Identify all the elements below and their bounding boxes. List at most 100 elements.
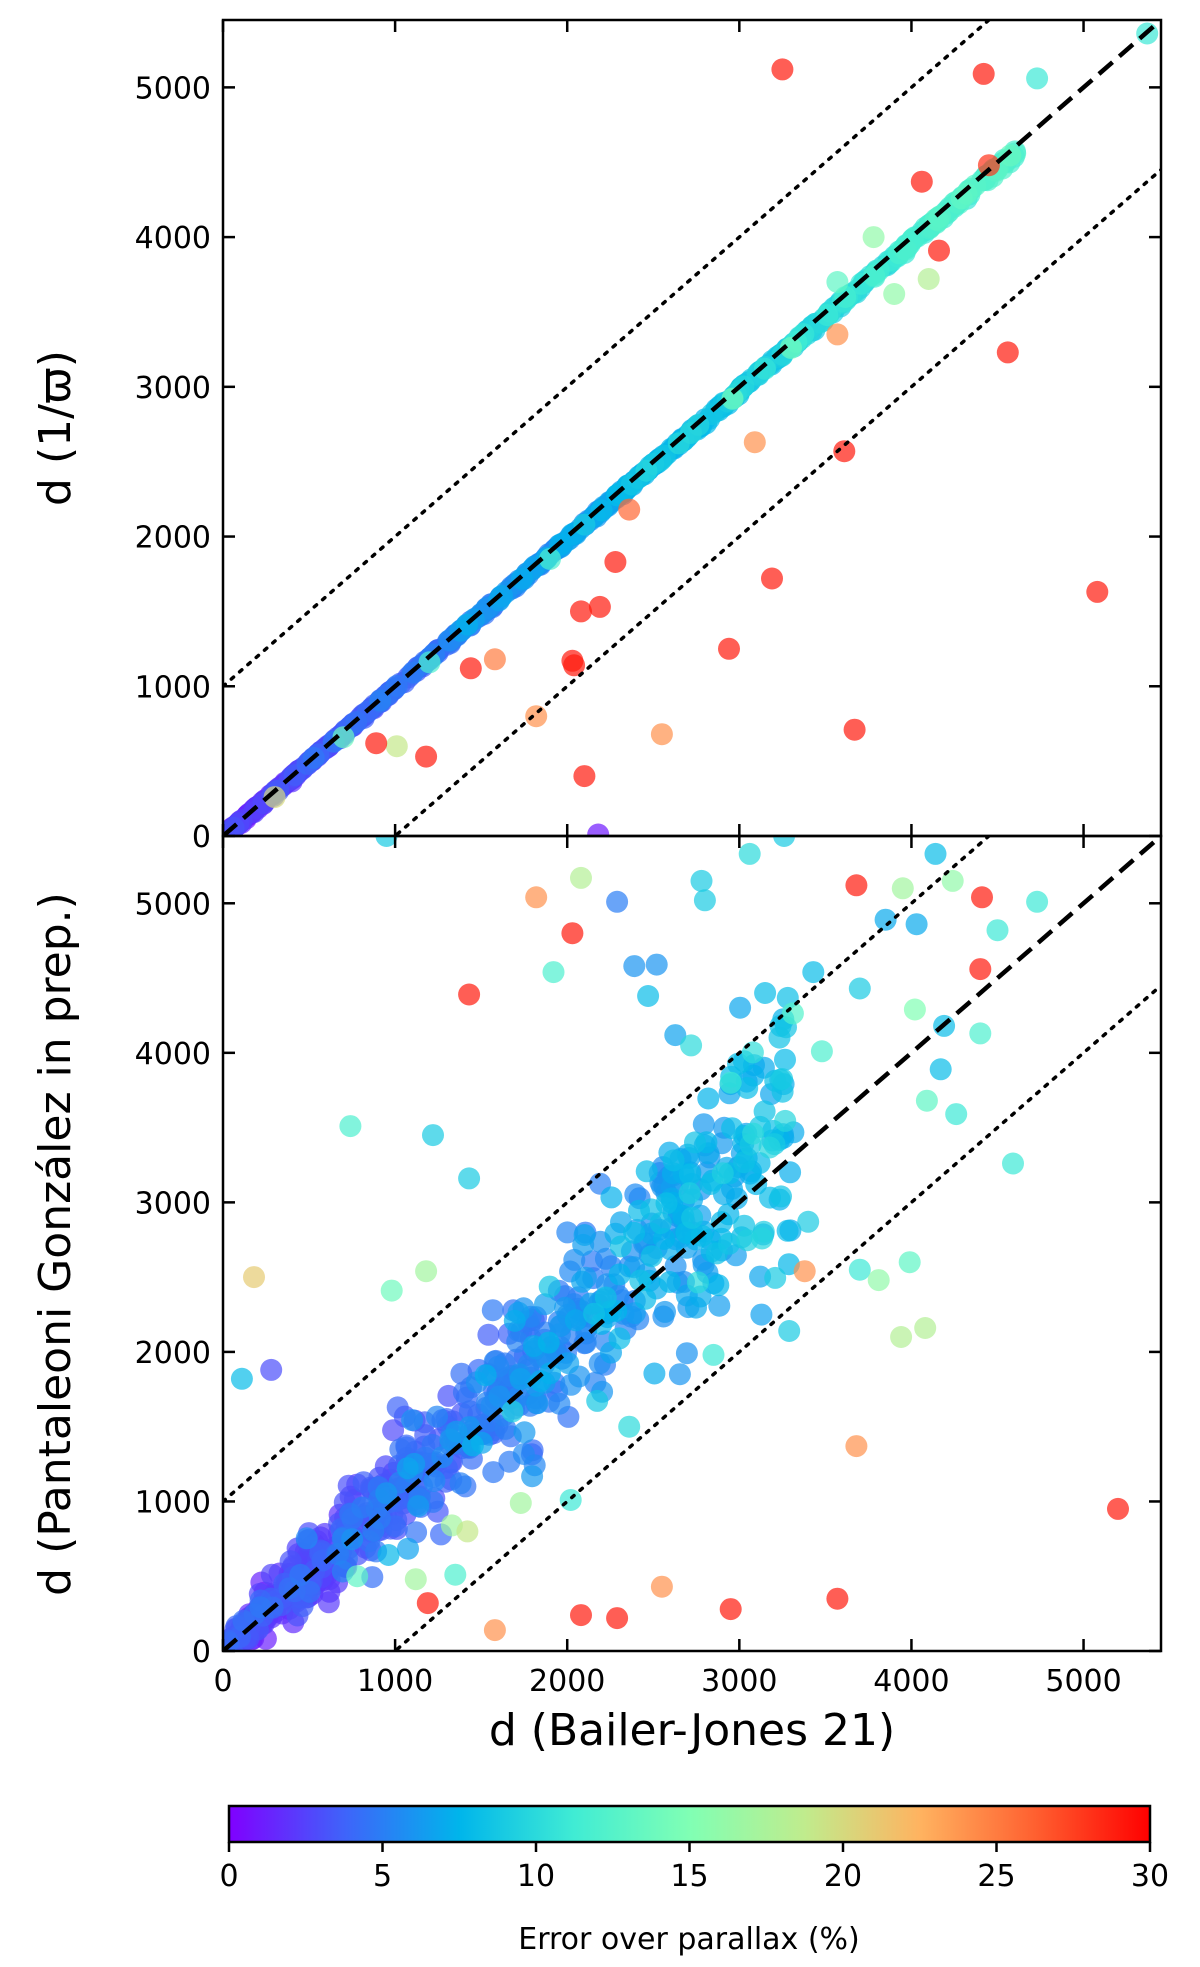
data-point: [745, 1173, 768, 1196]
data-point: [667, 432, 690, 455]
data-point: [380, 1279, 403, 1302]
data-point: [534, 1293, 556, 1316]
y-tick-label: 2000: [135, 1336, 211, 1371]
data-point: [474, 1364, 497, 1387]
data-point: [1026, 890, 1049, 913]
data-point: [718, 1232, 740, 1255]
data-point: [903, 998, 926, 1021]
data-point: [816, 304, 839, 327]
data-point: [719, 1598, 742, 1621]
data-point: [503, 1309, 526, 1332]
data-point: [423, 1469, 446, 1492]
data-point: [753, 357, 776, 380]
data-point: [898, 1251, 921, 1274]
data-point: [863, 264, 886, 287]
y-tick-label: 3000: [135, 371, 211, 406]
data-point: [594, 1247, 617, 1270]
data-point: [415, 1260, 438, 1283]
data-point: [969, 958, 992, 981]
data-point: [779, 1161, 802, 1184]
data-point: [764, 1266, 787, 1289]
x-tick-label: 0: [213, 1664, 232, 1699]
data-point: [945, 1103, 968, 1126]
data-point: [570, 1604, 592, 1627]
data-point: [774, 1048, 796, 1071]
data-point: [461, 1434, 484, 1457]
y-tick-label: 5000: [135, 71, 211, 106]
data-point: [826, 323, 849, 346]
data-point: [422, 1124, 444, 1147]
data-point: [883, 283, 906, 305]
data-point: [606, 1607, 629, 1630]
data-point: [401, 1409, 424, 1432]
y-tick-label: 0: [192, 1635, 211, 1670]
data-point: [693, 889, 716, 912]
data-point: [317, 1591, 340, 1614]
offset-line: [392, 983, 1161, 1651]
data-point: [573, 1224, 596, 1246]
data-point: [996, 341, 1019, 364]
colorbar-tick-label: 10: [517, 1859, 555, 1894]
data-point: [588, 595, 611, 618]
data-point: [570, 866, 592, 889]
data-point: [999, 144, 1022, 167]
data-point: [351, 1496, 374, 1519]
data-point: [375, 836, 398, 847]
data-point: [810, 1040, 833, 1063]
bottom-scatter-points: [223, 836, 1129, 1651]
data-point: [249, 1596, 272, 1619]
data-point: [385, 735, 408, 758]
offset-line: [223, 20, 992, 689]
data-point: [482, 1461, 505, 1484]
data-point: [686, 1271, 709, 1294]
data-point: [848, 1258, 871, 1281]
one-to-one-line: [223, 836, 1161, 1651]
data-point: [583, 1302, 606, 1325]
data-point: [681, 1206, 704, 1229]
y-tick-label: 1000: [135, 670, 211, 705]
data-point: [654, 1300, 676, 1323]
data-point: [539, 548, 561, 570]
data-point: [977, 154, 1000, 177]
data-point: [692, 1113, 715, 1136]
data-point: [260, 1358, 283, 1381]
data-point: [404, 1568, 427, 1591]
data-point: [972, 62, 995, 85]
data-point: [623, 955, 646, 978]
data-point: [506, 1330, 529, 1353]
data-point: [675, 1342, 698, 1365]
data-point: [332, 726, 355, 749]
x-tick-label: 4000: [873, 1664, 949, 1699]
data-point: [770, 1185, 792, 1208]
data-point: [606, 890, 629, 913]
data-point: [573, 765, 596, 788]
data-point: [833, 440, 856, 463]
data-point: [609, 1235, 632, 1258]
data-point: [718, 637, 740, 660]
data-point: [1026, 67, 1049, 90]
data-point: [721, 1117, 744, 1140]
one-to-one-line: [223, 20, 1161, 836]
data-point: [459, 657, 482, 680]
data-point: [386, 1396, 409, 1419]
data-point: [1086, 580, 1109, 603]
data-point: [780, 336, 802, 359]
top-y-tick-labels: 0 1000 2000 3000 4000 5000: [135, 71, 211, 855]
data-point: [509, 1368, 532, 1390]
data-point: [542, 961, 565, 984]
colorbar-tick-marks: [227, 1842, 1152, 1852]
data-point: [509, 1492, 532, 1514]
top-panel: 0 1000 2000 3000 4000 5000 d (1/ϖ): [30, 18, 1163, 855]
data-point: [719, 1071, 742, 1094]
data-point: [418, 651, 441, 674]
colorbar-tick-label: 25: [977, 1859, 1015, 1894]
data-point: [618, 1415, 641, 1438]
data-point: [377, 1544, 400, 1566]
data-point: [969, 1022, 992, 1045]
data-point: [680, 1034, 703, 1057]
data-point: [929, 1058, 952, 1081]
data-point: [570, 600, 592, 623]
data-point: [867, 1269, 890, 1292]
data-point: [445, 1420, 468, 1443]
data-point: [483, 648, 506, 671]
